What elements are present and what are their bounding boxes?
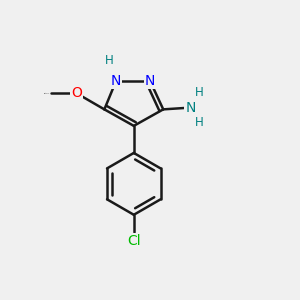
Text: N: N (185, 101, 196, 115)
Text: H: H (195, 116, 203, 128)
Text: N: N (111, 74, 121, 88)
Text: N: N (145, 74, 155, 88)
Text: O: O (71, 86, 82, 100)
Text: H: H (195, 86, 203, 99)
Text: methoxy: methoxy (44, 92, 50, 94)
Text: Cl: Cl (127, 234, 141, 248)
Text: H: H (104, 54, 113, 67)
